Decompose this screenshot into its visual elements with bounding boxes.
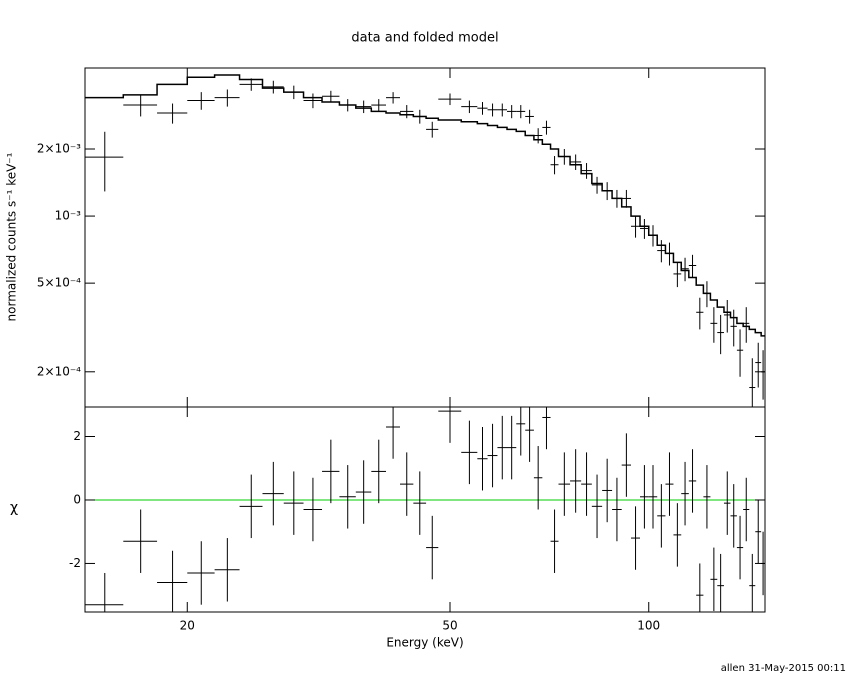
y-axis-label: normalized counts s⁻¹ keV⁻¹ xyxy=(5,152,19,321)
y-tick-label: 10⁻³ xyxy=(55,209,82,223)
y-tick-label: 2 xyxy=(73,429,81,443)
chart-title: data and folded model xyxy=(351,31,498,46)
x-tick-label: 100 xyxy=(637,619,660,633)
y-tick-label: 0 xyxy=(73,492,81,506)
top-frame xyxy=(84,67,766,408)
x-tick-label: 50 xyxy=(442,619,457,633)
y-tick-label: -2 xyxy=(69,556,81,570)
model-line xyxy=(85,74,765,337)
footer: allen 31-May-2015 00:11 xyxy=(721,663,846,674)
plot-area xyxy=(85,74,765,407)
plot-area xyxy=(85,407,765,612)
y-tick-label: 2×10⁻³ xyxy=(37,142,81,156)
chi-axis-label: χ xyxy=(10,500,18,516)
y-tick-label: 5×10⁻⁴ xyxy=(37,276,81,290)
x-axis-label: Energy (keV) xyxy=(386,636,463,650)
x-tick-label: 20 xyxy=(180,619,195,633)
y-tick-label: 2×10⁻⁴ xyxy=(37,364,81,378)
bottom-frame xyxy=(84,406,766,613)
